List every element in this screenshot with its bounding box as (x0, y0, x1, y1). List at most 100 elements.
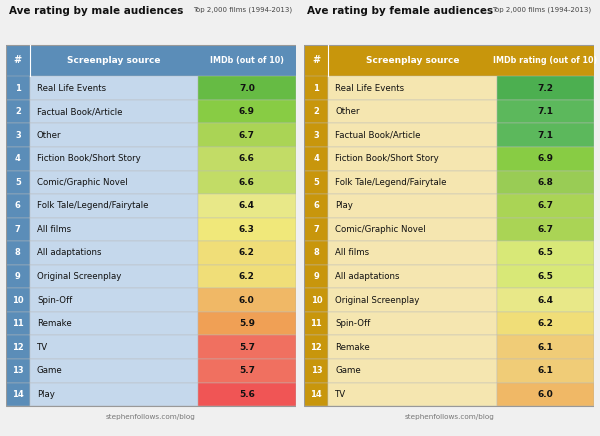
Bar (304, 382, 328, 406)
Text: 12: 12 (12, 343, 24, 352)
Bar (497, 218, 594, 241)
Bar (304, 194, 328, 218)
Bar (328, 335, 497, 359)
Text: 6.7: 6.7 (239, 131, 255, 140)
Text: Comic/Graphic Novel: Comic/Graphic Novel (335, 225, 426, 234)
Text: 6.1: 6.1 (538, 343, 553, 352)
Text: 7.0: 7.0 (239, 84, 255, 92)
Bar (198, 170, 296, 194)
Text: 6.2: 6.2 (239, 249, 255, 258)
Text: Top 2,000 films (1994-2013): Top 2,000 films (1994-2013) (193, 7, 293, 13)
Bar (304, 76, 328, 100)
Bar (304, 218, 328, 241)
Text: 10: 10 (12, 296, 23, 305)
Bar (328, 123, 497, 147)
Bar (198, 76, 296, 100)
Bar (6, 44, 30, 76)
Bar (328, 241, 497, 265)
Text: 5: 5 (15, 178, 21, 187)
Text: Ave rating by female audiences: Ave rating by female audiences (307, 7, 494, 17)
Text: stephenfollows.com/blog: stephenfollows.com/blog (106, 414, 196, 420)
Bar (497, 76, 594, 100)
Bar (328, 44, 497, 76)
Bar (328, 288, 497, 312)
Text: 6.0: 6.0 (239, 296, 255, 305)
Text: 6.5: 6.5 (538, 249, 553, 258)
Bar (304, 123, 328, 147)
Text: 12: 12 (310, 343, 322, 352)
Text: All films: All films (335, 249, 370, 258)
Text: 6.5: 6.5 (538, 272, 553, 281)
Text: 6.3: 6.3 (239, 225, 255, 234)
Text: 14: 14 (310, 390, 322, 399)
Bar (497, 100, 594, 123)
Text: 6.9: 6.9 (538, 154, 553, 163)
Text: Remake: Remake (335, 343, 370, 352)
Bar (30, 382, 198, 406)
Bar (30, 359, 198, 382)
Bar (198, 382, 296, 406)
Bar (304, 312, 328, 335)
Bar (497, 123, 594, 147)
Text: Remake: Remake (37, 319, 72, 328)
Bar (497, 147, 594, 170)
Bar (328, 100, 497, 123)
Text: Real Life Events: Real Life Events (335, 84, 404, 92)
Text: Other: Other (335, 107, 360, 116)
Bar (6, 382, 30, 406)
Bar (328, 76, 497, 100)
Bar (328, 170, 497, 194)
Text: TV: TV (335, 390, 347, 399)
Bar (497, 241, 594, 265)
Bar (497, 359, 594, 382)
Bar (198, 312, 296, 335)
Bar (304, 335, 328, 359)
Bar (328, 382, 497, 406)
Text: 7: 7 (15, 225, 21, 234)
Text: 6.7: 6.7 (538, 201, 553, 210)
Text: 3: 3 (15, 131, 21, 140)
Bar (328, 359, 497, 382)
Text: Screenplay source: Screenplay source (67, 56, 161, 65)
Bar (198, 194, 296, 218)
Text: 6: 6 (313, 201, 319, 210)
Bar (6, 265, 30, 288)
Bar (198, 335, 296, 359)
Bar (30, 194, 198, 218)
Bar (30, 170, 198, 194)
Text: 14: 14 (12, 390, 24, 399)
Bar (6, 76, 30, 100)
Text: 5.7: 5.7 (239, 366, 255, 375)
Bar (497, 265, 594, 288)
Bar (328, 194, 497, 218)
Text: 7.1: 7.1 (538, 131, 553, 140)
Text: 10: 10 (311, 296, 322, 305)
Text: 6.6: 6.6 (239, 178, 255, 187)
Bar (328, 265, 497, 288)
Bar (497, 288, 594, 312)
Text: 7: 7 (313, 225, 319, 234)
Text: 8: 8 (313, 249, 319, 258)
Bar (497, 194, 594, 218)
Text: 6.4: 6.4 (239, 201, 255, 210)
Text: 6.4: 6.4 (538, 296, 553, 305)
Bar (497, 312, 594, 335)
Text: 2: 2 (15, 107, 21, 116)
Text: 5.6: 5.6 (239, 390, 255, 399)
Bar (30, 218, 198, 241)
Text: 1: 1 (313, 84, 319, 92)
Bar (304, 265, 328, 288)
Text: 11: 11 (310, 319, 322, 328)
Bar (30, 265, 198, 288)
Text: Original Screenplay: Original Screenplay (37, 272, 121, 281)
Text: 4: 4 (313, 154, 319, 163)
Text: 5: 5 (313, 178, 319, 187)
Bar (30, 312, 198, 335)
Text: Screenplay source: Screenplay source (366, 56, 459, 65)
Bar (30, 100, 198, 123)
Bar (497, 170, 594, 194)
Bar (198, 288, 296, 312)
Bar (6, 170, 30, 194)
Text: 5.9: 5.9 (239, 319, 255, 328)
Text: Original Screenplay: Original Screenplay (335, 296, 420, 305)
